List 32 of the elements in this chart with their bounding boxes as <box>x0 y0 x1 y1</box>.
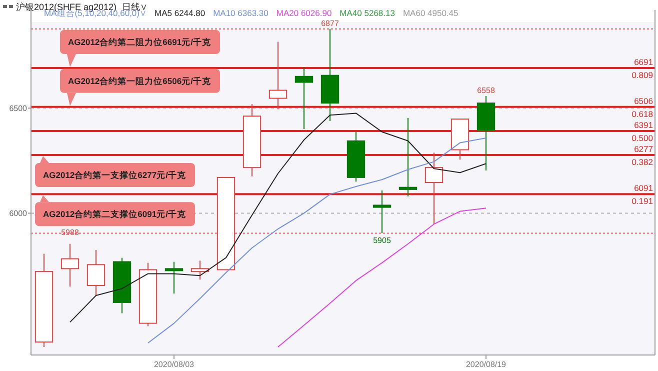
text: MA20 6026.90 <box>276 8 332 18</box>
annotation: 6877 <box>321 18 340 28</box>
ref-line-label: 6506 0.618 <box>632 96 654 119</box>
ref-line-label: 6277 0.382 <box>632 144 654 167</box>
y-tick-label: 6500 <box>9 104 28 114</box>
candlestick <box>60 243 80 288</box>
annotation: 5988 <box>61 228 80 238</box>
annotation: AG2012合约第二阻力位6691元/千克 <box>68 37 212 48</box>
candlestick <box>86 249 106 296</box>
ref-line-label: 6391 0.500 <box>632 120 654 144</box>
annotation: AG2012合约第一阻力位6506元/千克 <box>68 76 212 86</box>
candlestick <box>164 261 184 294</box>
candlestick <box>424 152 444 225</box>
annotation: 5905 <box>373 236 392 246</box>
candlestick <box>294 67 314 130</box>
annotation: 6558 <box>477 86 496 95</box>
candlestick <box>372 190 392 234</box>
text: MA5 6244.80 <box>154 8 206 18</box>
annotation: AG2012合约第一支撑位6277元/千克 <box>43 170 187 180</box>
ref-line-label: 6091 0.191 <box>632 183 654 206</box>
candlestick <box>268 41 288 110</box>
text: MA10 6363.30 <box>213 8 269 18</box>
annotation: AG2012合约第二支撑位6091元/千克 <box>43 209 187 220</box>
x-tick-label: 2020/08/19 <box>466 360 507 369</box>
x-tick-label: 2020/08/03 <box>154 360 195 369</box>
line-series <box>278 208 486 348</box>
candlestick <box>398 118 418 197</box>
legend-label: MA60 4950.45 <box>402 8 459 18</box>
legend-label: MA40 5268.13 <box>340 8 396 18</box>
candlestick <box>190 260 210 280</box>
ref-line-label: 6691 0.809 <box>632 57 654 80</box>
y-tick-label: 6000 <box>9 209 28 218</box>
